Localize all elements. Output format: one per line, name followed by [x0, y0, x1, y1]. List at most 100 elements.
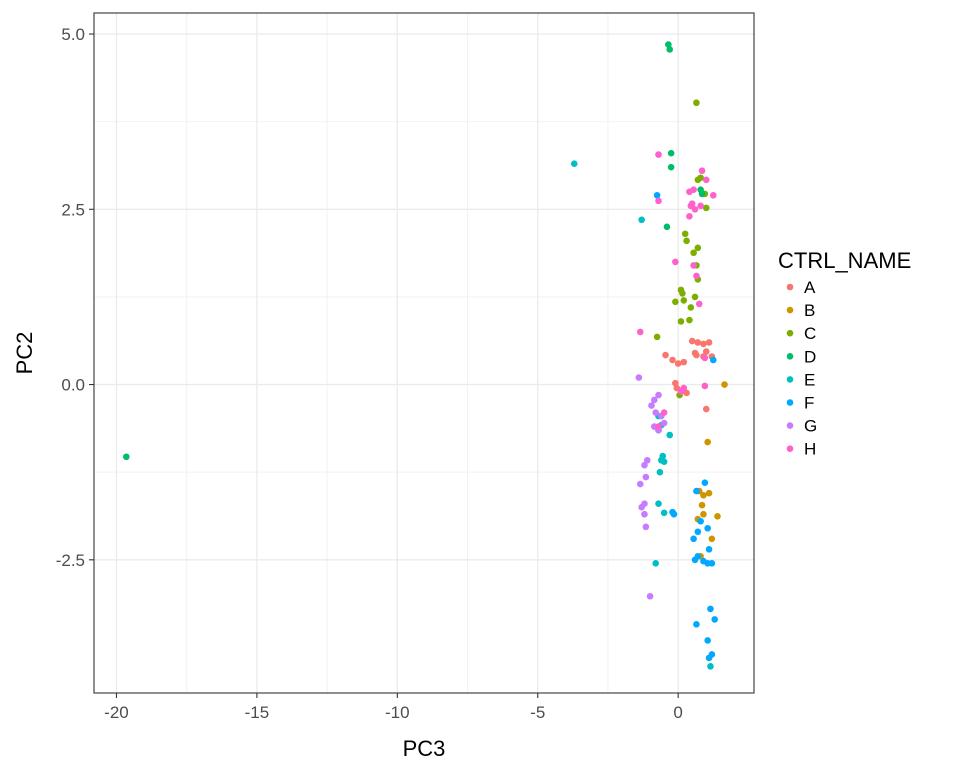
data-point-C: [677, 318, 685, 325]
major-grid: [94, 13, 754, 693]
x-axis-ticks: -20 -15 -10 -5 0: [104, 693, 683, 722]
data-point-C: [697, 174, 704, 182]
data-points: [122, 41, 728, 670]
data-point-D: [122, 453, 130, 461]
legend-label-B: B: [804, 301, 815, 320]
x-tick-label: -5: [530, 703, 545, 722]
data-point-A: [680, 358, 688, 366]
data-point-G: [650, 396, 658, 404]
data-point-A: [669, 356, 676, 364]
data-point-G: [642, 473, 650, 481]
data-point-A: [700, 340, 707, 348]
data-point-G: [638, 503, 645, 511]
data-point-H: [701, 354, 709, 362]
legend-key-B: [786, 306, 794, 314]
data-point-F: [701, 479, 709, 486]
data-point-H: [695, 300, 703, 308]
data-point-A: [693, 351, 700, 359]
data-point-F: [704, 524, 711, 532]
y-axis-title: PC2: [12, 332, 37, 375]
data-point-C: [679, 290, 686, 297]
data-point-F: [705, 654, 713, 662]
data-point-H: [690, 186, 697, 193]
data-point-A: [674, 360, 682, 367]
x-tick-label: 0: [673, 703, 682, 722]
data-point-G: [648, 402, 655, 409]
data-point-C: [691, 293, 699, 301]
data-point-E: [655, 500, 662, 508]
data-point-C: [686, 316, 693, 324]
data-point-E: [666, 431, 674, 439]
data-point-E: [656, 468, 664, 476]
data-point-E: [707, 663, 714, 670]
legend-key-D: [786, 353, 794, 360]
legend-key-H: [786, 445, 794, 453]
x-tick-label: -10: [385, 703, 410, 722]
data-point-A: [702, 348, 710, 355]
data-point-A: [683, 389, 690, 397]
legend-label-C: C: [804, 324, 816, 343]
data-point-C: [690, 249, 697, 257]
data-point-E: [660, 458, 668, 465]
legend-label-H: H: [804, 440, 816, 459]
y-tick-label: -2.5: [56, 551, 85, 570]
legend-key-G: [786, 422, 794, 429]
data-point-B: [705, 489, 713, 497]
data-point-C: [681, 230, 689, 238]
data-point-B: [698, 501, 706, 509]
data-point-D: [667, 149, 675, 157]
data-point-G: [641, 461, 648, 469]
legend-title: CTRL_NAME: [778, 248, 911, 273]
data-point-F: [690, 535, 697, 543]
data-point-G: [646, 592, 654, 600]
legend-label-E: E: [804, 370, 815, 389]
data-point-A: [702, 405, 710, 413]
x-axis-title: PC3: [403, 736, 446, 761]
data-point-F: [709, 356, 717, 364]
data-point-F: [705, 545, 713, 553]
data-point-H: [709, 191, 717, 199]
y-tick-label: 2.5: [61, 200, 85, 219]
data-point-F: [704, 637, 711, 644]
data-point-B: [700, 492, 707, 499]
data-point-G: [652, 409, 660, 416]
data-point-C: [702, 204, 710, 212]
data-point-A: [688, 337, 696, 345]
data-point-H: [702, 176, 710, 184]
data-point-H: [672, 258, 679, 266]
legend-key-A: [786, 283, 794, 291]
data-point-B: [700, 510, 707, 518]
data-point-D: [697, 186, 704, 193]
data-point-G: [660, 419, 668, 427]
data-point-A: [705, 339, 713, 346]
data-point-H: [697, 202, 704, 210]
data-point-H: [686, 212, 693, 220]
panel-background: [94, 13, 754, 693]
data-point-F: [708, 560, 716, 567]
data-point-H: [701, 382, 709, 390]
y-axis-ticks: 5.0 2.5 0.0 -2.5: [56, 25, 94, 570]
data-point-C: [683, 237, 690, 245]
data-point-H: [698, 167, 706, 175]
data-point-F: [711, 616, 718, 623]
data-point-E: [660, 509, 668, 517]
data-point-H: [655, 423, 662, 430]
data-point-C: [680, 297, 688, 304]
x-tick-label: -20: [104, 703, 129, 722]
x-tick-label: -15: [245, 703, 270, 722]
legend-key-F: [786, 399, 794, 406]
data-point-B: [714, 513, 721, 520]
data-point-H: [660, 409, 668, 416]
data-point-F: [694, 528, 702, 536]
legend-key-E: [786, 376, 794, 383]
data-point-G: [642, 523, 650, 531]
data-point-H: [687, 202, 695, 210]
data-point-F: [693, 620, 700, 628]
data-point-C: [694, 244, 702, 252]
data-point-A: [662, 351, 669, 359]
data-point-H: [636, 328, 644, 336]
data-point-C: [693, 99, 700, 107]
data-point-C: [687, 304, 695, 311]
data-point-G: [641, 510, 648, 518]
